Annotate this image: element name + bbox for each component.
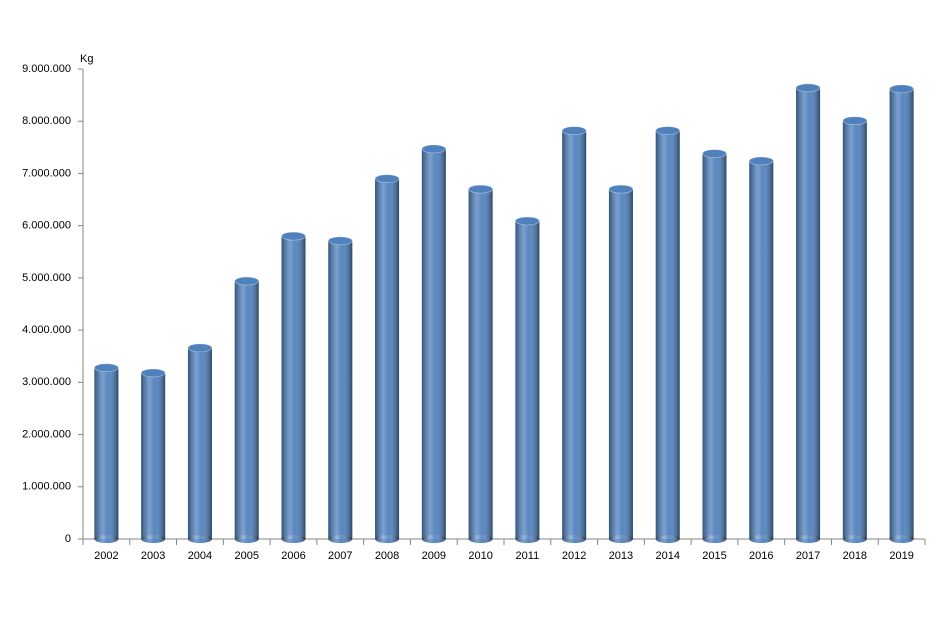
y-tick-label: 9.000.000 [22, 63, 71, 75]
x-tick-label: 2010 [468, 550, 492, 562]
bar-shade-base [702, 535, 727, 543]
bar-shade [187, 347, 212, 539]
x-tick-label: 2012 [562, 550, 586, 562]
y-tick-label: 7.000.000 [22, 167, 71, 179]
y-tick-label: 5.000.000 [22, 272, 71, 284]
bar-shade-base [796, 535, 821, 543]
bar-shade-base [655, 535, 680, 543]
bar-cap [655, 126, 681, 136]
y-axis-label: Kg [80, 53, 93, 65]
x-tick-label: 2013 [609, 550, 633, 562]
bar-cap [374, 174, 400, 184]
bar-shade-base [328, 535, 353, 543]
y-tick-label: 1.000.000 [22, 481, 71, 493]
bar-shade-base [889, 535, 914, 543]
x-tick-label: 2017 [796, 550, 820, 562]
bar-cap [327, 236, 353, 246]
bar-shade-base [187, 535, 212, 543]
bar-cap [468, 184, 494, 194]
bar-shade-base [421, 535, 446, 543]
bar-cap [842, 116, 868, 126]
bar-shade [234, 281, 259, 539]
x-tick-label: 2006 [281, 550, 305, 562]
bar-shade-base [749, 535, 774, 543]
bar-shade [328, 240, 353, 540]
x-tick-label: 2008 [375, 550, 399, 562]
bar-shade-base [234, 535, 259, 543]
bar-shade-base [515, 535, 540, 543]
bar-shade [889, 88, 914, 539]
bar-shade [141, 372, 166, 539]
bar-shade-base [281, 535, 306, 543]
bar-shade [375, 178, 400, 539]
bar-shade-base [94, 535, 119, 543]
bar-shade [608, 189, 633, 539]
bar-cap [187, 343, 213, 353]
bar-shade-base [375, 535, 400, 543]
x-tick-label: 2018 [843, 550, 867, 562]
x-tick-label: 2004 [188, 550, 212, 562]
bar-cap [748, 156, 774, 166]
x-tick-label: 2014 [655, 550, 679, 562]
bar-cap [140, 368, 166, 378]
bar-cap [608, 184, 634, 194]
y-tick-label: 2.000.000 [22, 428, 71, 440]
bar-cap [93, 363, 119, 373]
bar-cap [795, 83, 821, 93]
bar-cap [561, 126, 587, 136]
bar-shade [702, 153, 727, 539]
bar-cap [889, 84, 915, 94]
bar-cap [281, 231, 306, 241]
x-tick-label: 2005 [234, 550, 258, 562]
bar-shade-base [562, 535, 587, 543]
bar-shade-base [842, 535, 867, 543]
bar-shade-base [141, 535, 166, 543]
bar-shade [655, 130, 680, 539]
bar-shade [562, 130, 587, 539]
bar-shade [515, 220, 540, 539]
bar-shade [749, 160, 774, 539]
x-tick-label: 2011 [516, 550, 540, 562]
y-tick-label: 8.000.000 [22, 115, 71, 127]
bar-cap [514, 216, 540, 226]
bar-cap [234, 276, 260, 286]
y-tick-label: 6.000.000 [22, 220, 71, 232]
bar-shade [281, 236, 306, 539]
y-tick-label: 3.000.000 [22, 376, 71, 388]
bar-shade-base [608, 535, 633, 543]
x-tick-label: 2007 [328, 550, 352, 562]
x-tick-label: 2015 [702, 550, 726, 562]
x-tick-label: 2016 [749, 550, 773, 562]
x-tick-label: 2003 [141, 550, 165, 562]
bar-shade [468, 189, 493, 539]
bar-shade [94, 367, 119, 539]
x-tick-label: 2019 [889, 550, 913, 562]
bar-shade [421, 148, 446, 539]
y-tick-label: 4.000.000 [22, 324, 71, 336]
bar-shade [796, 87, 821, 540]
bar-cap [702, 149, 727, 159]
bar-cap [421, 144, 447, 154]
x-tick-label: 2002 [94, 550, 118, 562]
bar-shade [842, 120, 867, 539]
y-tick-label: 0 [65, 533, 71, 545]
bar-shade-base [468, 535, 493, 543]
x-tick-label: 2009 [422, 550, 446, 562]
